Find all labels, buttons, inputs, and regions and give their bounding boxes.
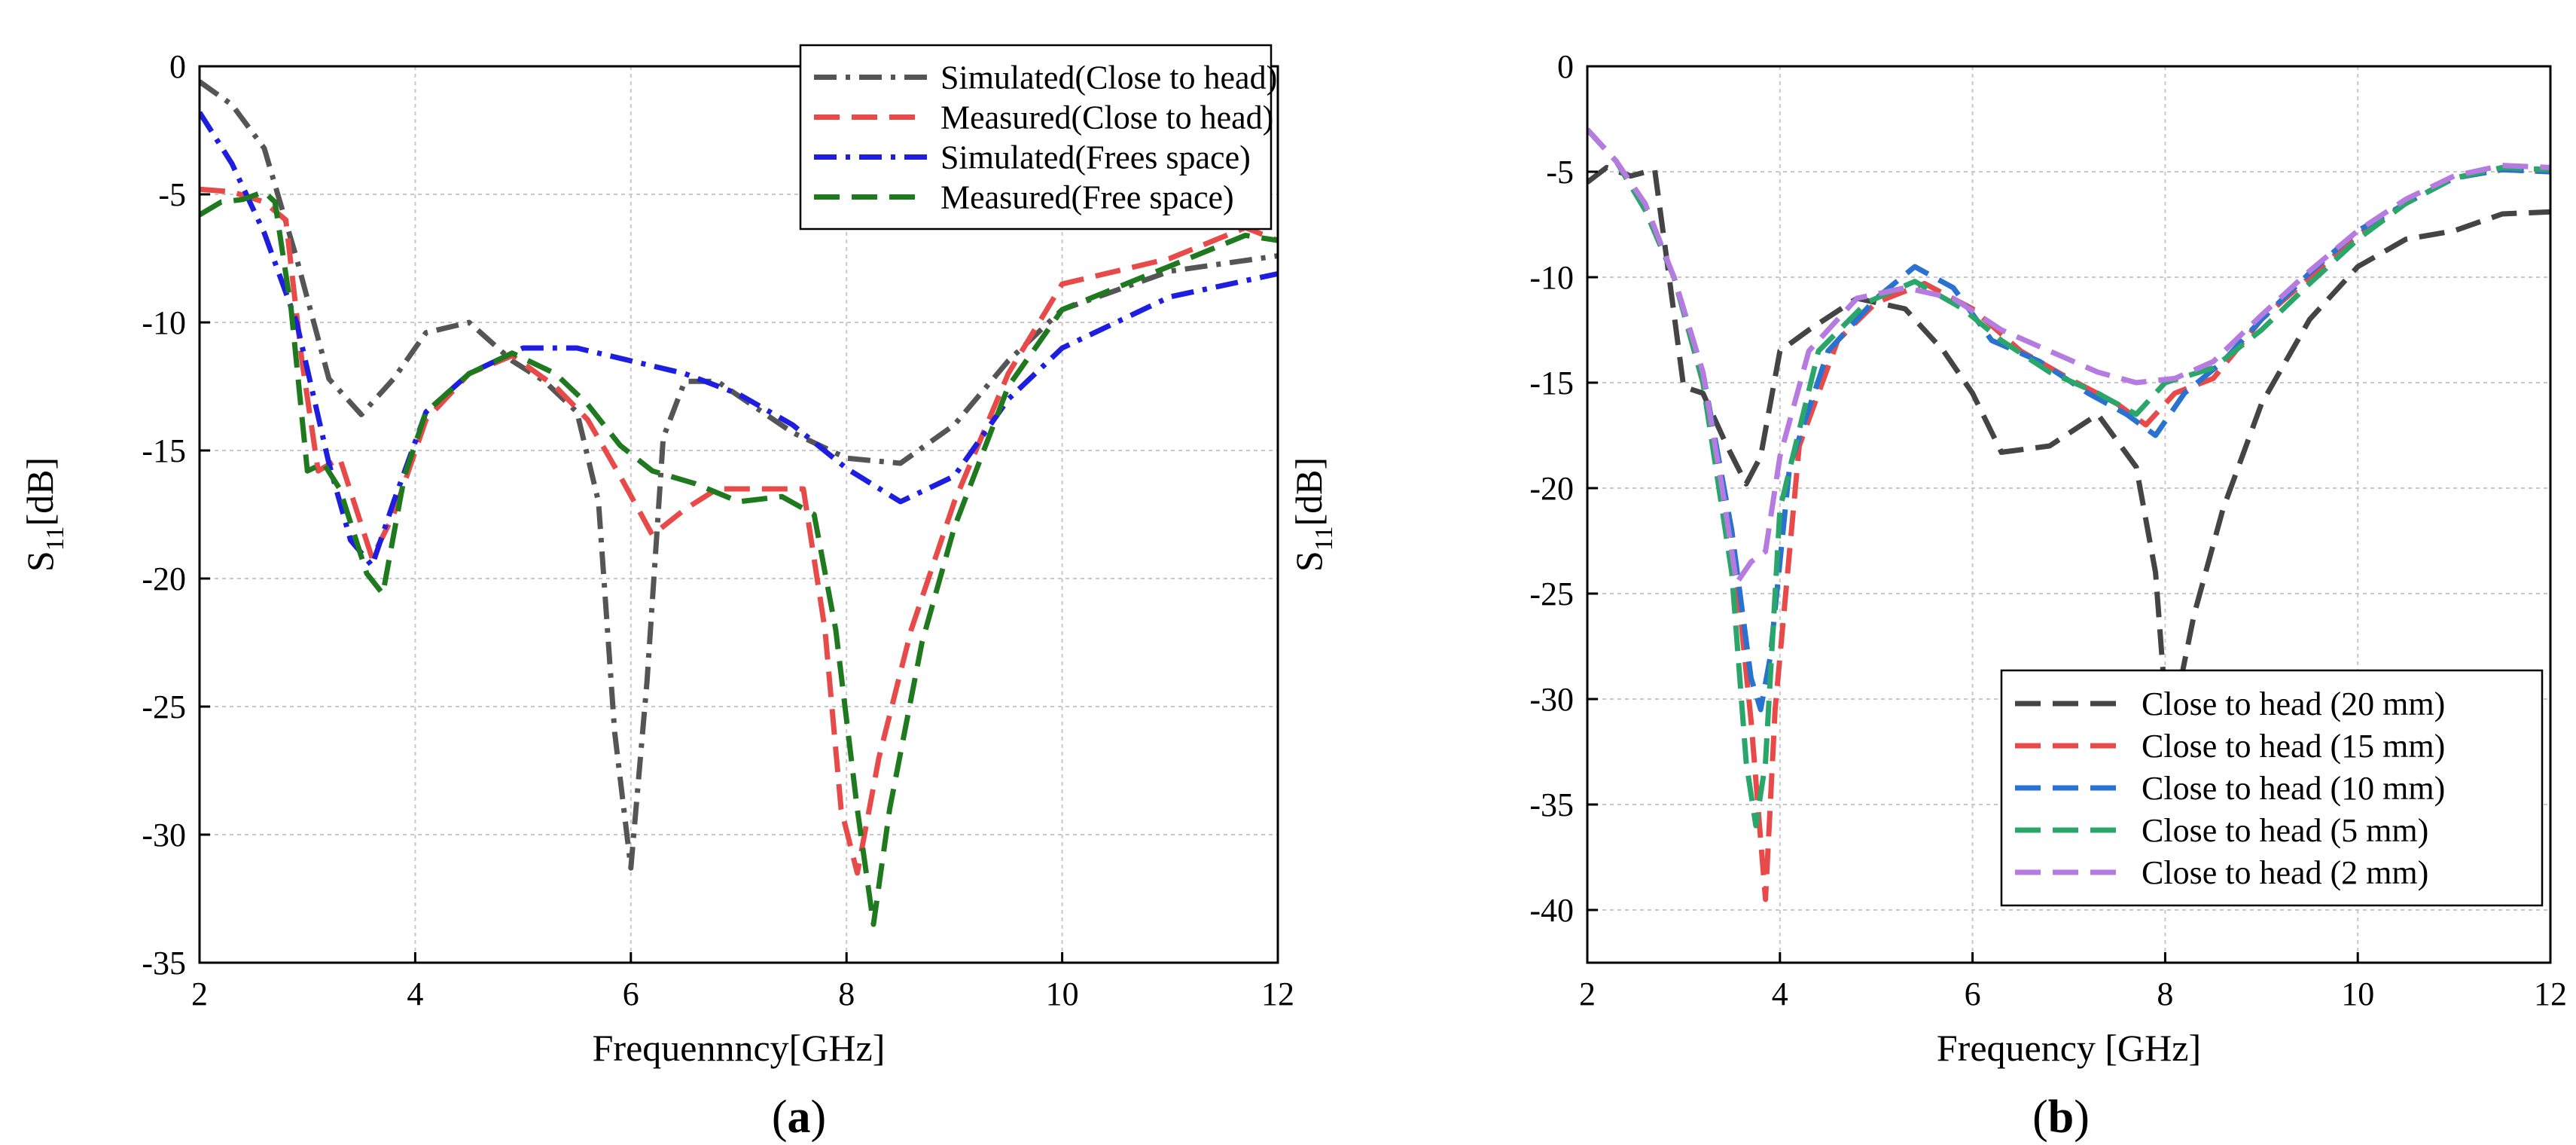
plot-frame: [198, 65, 1279, 964]
panel-label-a: (a): [772, 1092, 826, 1143]
legend-entry-2: Close to head (15 mm): [2142, 728, 2445, 765]
x-tick-label: 8: [838, 976, 855, 1012]
x-tick-label: 6: [623, 976, 639, 1012]
series-line-3: [200, 111, 1278, 569]
y-tick-label: -25: [142, 689, 186, 725]
series-line-1: [1587, 164, 2550, 713]
y-tick-label: -20: [142, 560, 186, 597]
legend-entry-4: Close to head (5 mm): [2142, 812, 2428, 849]
x-axis-title: Frequency [GHz]: [1937, 1027, 2201, 1069]
x-tick-label: 8: [2157, 976, 2173, 1012]
panel-a: 2 4 6 8 10 12 0 -5 -10 -15 -20 -25 -30 -35 Frequennncy…: [19, 44, 1294, 1143]
x-tick-label: 6: [1965, 976, 1981, 1012]
legend-entry-2: Measured(Close to head): [940, 99, 1273, 136]
y-tick-label: -10: [142, 304, 186, 341]
x-tick-label: 12: [1261, 976, 1294, 1012]
y-tick-label: -10: [1529, 259, 1574, 296]
panel-label-b: (b): [2032, 1092, 2090, 1143]
y-tick-label: -15: [1529, 365, 1574, 402]
series-line-5: [1587, 127, 2550, 586]
legend: Close to head (20 mm) Close to head (15 m…: [2000, 669, 2544, 907]
legend-entry-3: Close to head (10 mm): [2142, 770, 2445, 807]
y-tick-label: -25: [1529, 576, 1574, 612]
series-line-2: [200, 186, 1278, 876]
x-tick-label: 4: [1772, 976, 1788, 1012]
x-tick-label: 2: [1579, 976, 1596, 1012]
legend-entry-1: Simulated(Close to head): [940, 60, 1277, 96]
x-axis-title: Frequennncy[GHz]: [593, 1027, 886, 1069]
y-tick-label: -30: [1529, 681, 1574, 718]
y-tick-label: -20: [1529, 470, 1574, 507]
x-tick-label: 10: [2341, 976, 2374, 1012]
plot-frame: [1586, 65, 2552, 964]
x-tick-label: 12: [2534, 976, 2567, 1012]
x-tick-label: 10: [1046, 976, 1079, 1012]
series-line-3: [1587, 127, 2550, 713]
x-tick-label: 4: [407, 976, 423, 1012]
y-tick-label: -5: [158, 176, 186, 213]
y-tick-label: -15: [142, 432, 186, 469]
legend-entry-3: Simulated(Frees space): [940, 139, 1251, 176]
legend-entry-1: Close to head (20 mm): [2142, 685, 2445, 722]
y-tick-label: -35: [142, 945, 186, 982]
y-tick-label: -5: [1546, 154, 1574, 191]
series-line-1: [200, 79, 1278, 871]
y-tick-label: 0: [169, 48, 186, 85]
y-tick-label: -40: [1529, 892, 1574, 929]
legend: Simulated(Close to head)Measured(Close t…: [799, 44, 1277, 231]
y-tick-label: -30: [142, 817, 186, 853]
y-tick-label: -35: [1529, 786, 1574, 823]
y-axis-title: S11[dB]: [1288, 457, 1338, 572]
legend-entry-5: Close to head (2 mm): [2142, 854, 2428, 891]
series-line-4: [200, 189, 1278, 927]
y-tick-label: 0: [1557, 48, 1574, 85]
legend-entry-4: Measured(Free space): [940, 179, 1234, 216]
x-tick-label: 2: [191, 976, 208, 1012]
y-axis-title: S11[dB]: [19, 457, 69, 572]
panel-b: 2 4 6 8 10 12 0 -5 -10 -15 -20 -25 -30 -35 -40 Frequenc…: [1288, 48, 2567, 1143]
